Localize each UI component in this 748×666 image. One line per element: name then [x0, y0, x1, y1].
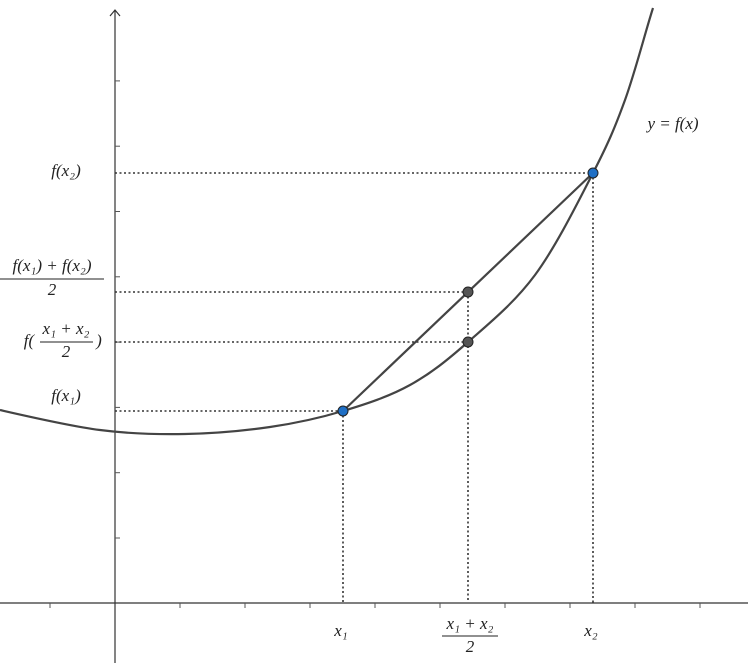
fraction-denominator: 2	[466, 637, 475, 656]
curve	[0, 7, 655, 436]
point	[462, 286, 474, 298]
y-label: f(x₁)	[51, 386, 81, 405]
fraction-numerator: f(x₁) + f(x₂)	[13, 256, 92, 275]
point	[587, 167, 599, 179]
fraction-denominator: 2	[62, 342, 71, 361]
y-label: f(x₂)	[51, 161, 81, 180]
point	[337, 405, 349, 417]
y-axis-arrow	[109, 9, 121, 17]
x-label: x₁	[333, 621, 347, 640]
fraction-denominator: 2	[48, 280, 57, 299]
fraction-numerator: x₁ + x₂	[42, 319, 90, 338]
y-label-suffix: )	[95, 331, 102, 350]
x-label: x₂	[583, 621, 598, 640]
fraction-numerator: x₁ + x₂	[446, 614, 494, 633]
point	[462, 336, 474, 348]
ticks	[49, 80, 701, 608]
y-label-prefix: f(	[24, 331, 36, 350]
curve-label: y = f(x)	[645, 114, 698, 133]
